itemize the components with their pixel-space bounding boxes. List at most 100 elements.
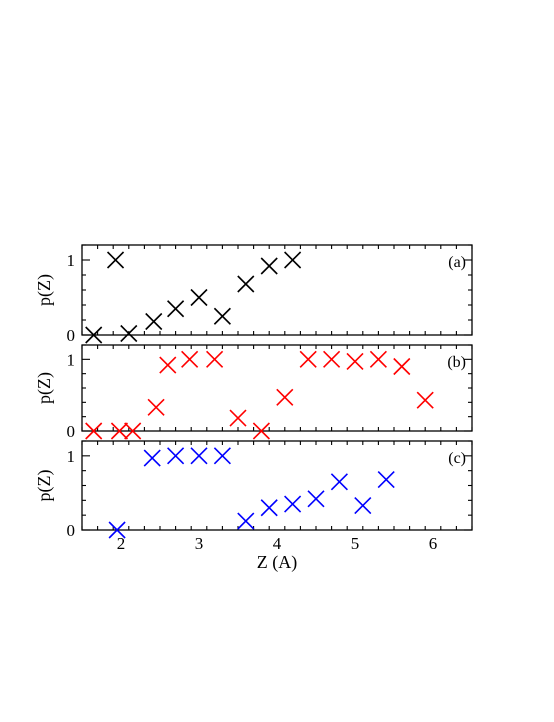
marker-stroke xyxy=(416,391,434,409)
marker-stroke xyxy=(147,398,165,416)
data-point-marker xyxy=(190,447,208,465)
marker-stroke xyxy=(229,409,247,427)
data-point-marker xyxy=(330,473,348,491)
marker-stroke xyxy=(346,352,364,371)
marker-stroke xyxy=(124,422,142,440)
data-point-marker xyxy=(393,357,411,376)
y-axis-label: p(Z) xyxy=(34,470,55,502)
marker-stroke xyxy=(159,356,177,374)
data-point-marker xyxy=(190,288,208,307)
marker-stroke xyxy=(252,422,270,440)
data-point-marker xyxy=(147,398,165,416)
panel-tag: (b) xyxy=(447,354,466,371)
x-tick-label: 4 xyxy=(273,534,282,553)
data-point-marker xyxy=(167,447,185,465)
marker-stroke xyxy=(206,350,224,368)
data-point-marker xyxy=(181,350,199,368)
marker-stroke xyxy=(284,251,302,269)
data-point-marker xyxy=(110,422,129,440)
y-tick-label: 0 xyxy=(67,422,76,441)
y-tick-label: 1 xyxy=(67,350,76,369)
marker-stroke xyxy=(369,350,387,368)
data-point-marker xyxy=(307,490,325,508)
marker-stroke xyxy=(354,496,372,515)
marker-stroke xyxy=(108,521,126,539)
data-point-marker xyxy=(276,388,294,406)
y-tick-label: 0 xyxy=(67,521,76,540)
data-point-marker xyxy=(106,251,125,269)
x-tick-label: 2 xyxy=(117,534,126,553)
marker-stroke xyxy=(323,350,341,368)
data-point-marker xyxy=(85,326,103,344)
y-axis-label: p(Z) xyxy=(34,372,55,404)
y-axis-label: p(Z) xyxy=(34,274,55,306)
data-point-marker xyxy=(377,471,395,489)
panel-2: 0 1 p(Z) (b) xyxy=(34,344,473,441)
data-point-marker xyxy=(159,356,177,374)
panel-frame xyxy=(81,344,473,432)
data-point-marker xyxy=(145,312,163,331)
data-point-marker xyxy=(85,422,103,440)
marker-stroke xyxy=(190,288,208,307)
marker-stroke xyxy=(237,512,255,530)
marker-stroke xyxy=(120,324,138,343)
marker-stroke xyxy=(190,447,208,465)
data-point-marker xyxy=(252,422,270,440)
data-point-marker xyxy=(206,350,224,368)
data-point-marker xyxy=(354,496,372,515)
data-point-marker xyxy=(260,257,278,275)
marker-stroke xyxy=(307,490,325,508)
marker-stroke xyxy=(260,257,278,275)
data-point-marker xyxy=(120,324,138,343)
x-tick-label: 6 xyxy=(429,534,438,553)
data-point-marker xyxy=(284,251,302,269)
marker-stroke xyxy=(260,499,278,517)
panels: 0 1 p(Z) (a) 0 1 p(Z) (b) 0 1 p(Z) (c) 2 3 4 5 6 xyxy=(34,244,473,553)
panel-frame xyxy=(81,440,473,531)
panel-3: 0 1 p(Z) (c) 2 3 4 5 6 xyxy=(34,440,473,553)
data-point-marker xyxy=(213,447,231,465)
marker-stroke xyxy=(167,300,185,318)
marker-stroke xyxy=(330,473,348,491)
panel-tag: (c) xyxy=(448,450,466,467)
data-point-marker xyxy=(299,350,317,368)
data-point-marker xyxy=(167,300,185,318)
x-tick-label: 3 xyxy=(195,534,204,553)
data-point-marker xyxy=(284,495,302,513)
y-tick-label: 0 xyxy=(67,326,76,345)
y-tick-label: 1 xyxy=(67,251,76,270)
y-tick-label: 1 xyxy=(67,447,76,466)
data-point-marker xyxy=(237,275,255,293)
data-point-marker xyxy=(323,350,341,368)
x-axis-label: Z (A) xyxy=(257,552,297,573)
marker-stroke xyxy=(110,422,129,440)
data-point-marker xyxy=(124,422,142,440)
data-point-marker xyxy=(346,352,364,371)
marker-stroke xyxy=(276,388,294,406)
data-point-marker xyxy=(213,307,231,325)
data-point-marker xyxy=(369,350,387,368)
marker-stroke xyxy=(284,495,302,513)
marker-stroke xyxy=(213,447,231,465)
marker-stroke xyxy=(85,422,103,440)
marker-stroke xyxy=(299,350,317,368)
data-point-marker xyxy=(108,521,126,539)
marker-stroke xyxy=(143,449,161,467)
x-tick-label: 5 xyxy=(351,534,360,553)
marker-stroke xyxy=(213,307,231,325)
panel-tag: (a) xyxy=(448,254,466,271)
marker-stroke xyxy=(237,275,255,293)
marker-stroke xyxy=(145,312,163,331)
marker-stroke xyxy=(181,350,199,368)
marker-stroke xyxy=(85,326,103,344)
data-point-marker xyxy=(237,512,255,530)
data-point-marker xyxy=(260,499,278,517)
data-point-marker xyxy=(229,409,247,427)
marker-stroke xyxy=(106,251,125,269)
marker-stroke xyxy=(167,447,185,465)
marker-stroke xyxy=(393,357,411,376)
panel-1: 0 1 p(Z) (a) xyxy=(34,244,473,345)
data-point-marker xyxy=(416,391,434,409)
